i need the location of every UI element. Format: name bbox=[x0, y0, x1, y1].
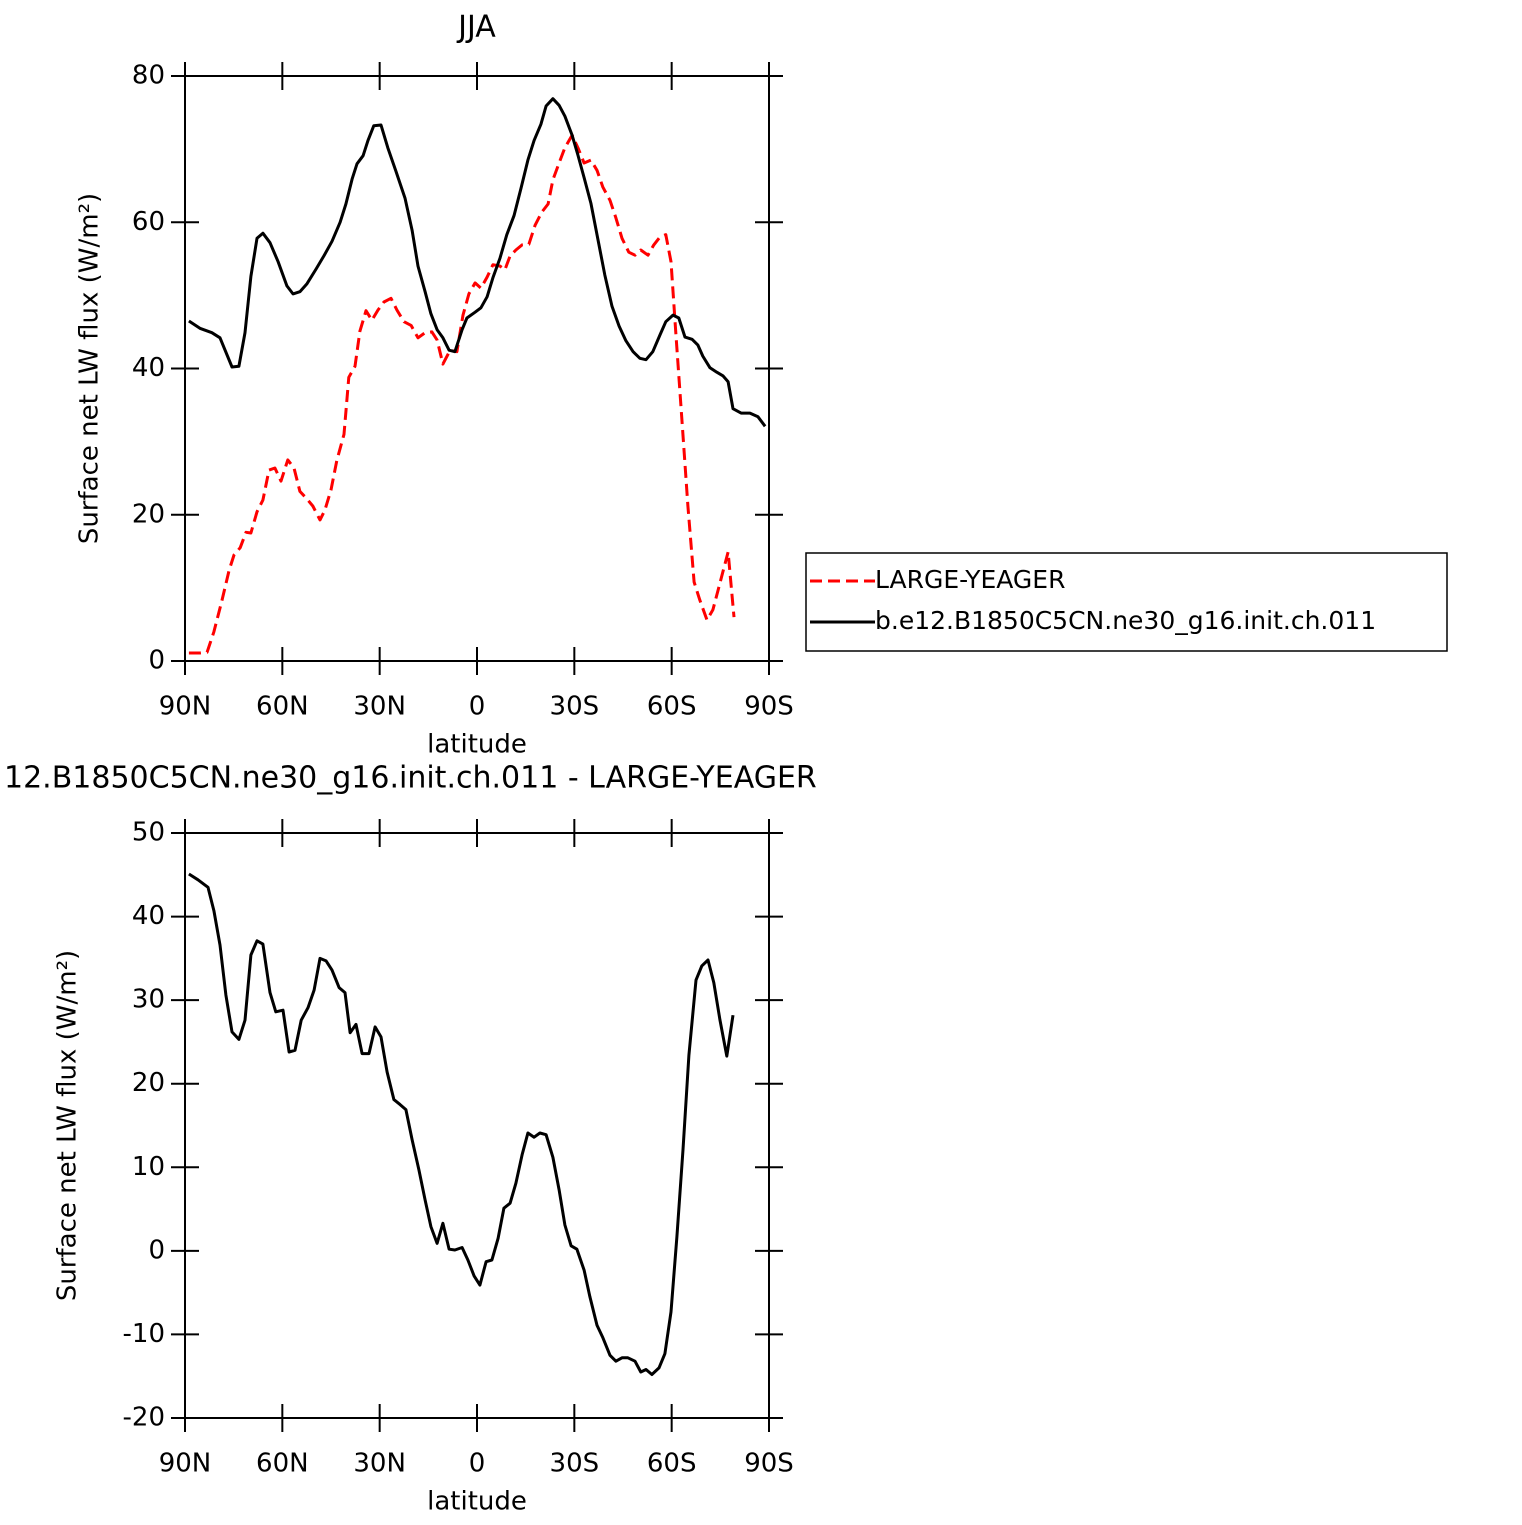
x-axis-label: latitude bbox=[427, 1487, 527, 1517]
x-tick-label: 90N bbox=[159, 692, 212, 722]
chart-title: 12.B1850C5CN.ne30_g16.init.ch.011 - LARG… bbox=[4, 761, 817, 796]
x-tick-label: 30S bbox=[550, 692, 600, 722]
plot-frame bbox=[184, 832, 770, 1419]
y-tick-label: 0 bbox=[148, 1235, 165, 1265]
chart-panel: JJA latitude Surface net LW flux (W/m²) 0 20… bbox=[75, 10, 1448, 760]
y-tick-label: 10 bbox=[132, 1152, 165, 1182]
chart-panel: 12.B1850C5CN.ne30_g16.init.ch.011 - LARG… bbox=[4, 761, 817, 1517]
y-tick-label: 40 bbox=[132, 353, 165, 383]
legend-label: b.e12.B1850C5CN.ne30_g16.init.ch.011 bbox=[875, 606, 1376, 635]
x-tick-label: 90S bbox=[744, 692, 794, 722]
plot-frame bbox=[184, 75, 770, 662]
y-tick-label: 40 bbox=[132, 901, 165, 931]
x-tick-label: 30N bbox=[353, 692, 406, 722]
x-tick-label: 90S bbox=[744, 1449, 794, 1479]
y-tick-label: 60 bbox=[132, 207, 165, 237]
y-tick-label: 50 bbox=[132, 818, 165, 848]
y-axis-label: Surface net LW flux (W/m²) bbox=[75, 193, 105, 544]
x-tick-label: 60S bbox=[647, 692, 697, 722]
x-tick-label: 60N bbox=[256, 1449, 309, 1479]
data-line bbox=[188, 133, 736, 655]
y-tick-label: -20 bbox=[123, 1403, 165, 1433]
y-tick-label: 30 bbox=[132, 985, 165, 1015]
legend-box bbox=[805, 552, 1448, 652]
y-axis-label: Surface net LW flux (W/m²) bbox=[53, 950, 83, 1301]
chart-title: JJA bbox=[456, 10, 496, 45]
data-line bbox=[188, 872, 735, 1376]
x-tick-label: 30S bbox=[550, 1449, 600, 1479]
y-tick-label: 80 bbox=[132, 61, 165, 91]
y-tick-label: 20 bbox=[132, 1068, 165, 1098]
data-line bbox=[188, 97, 767, 428]
y-tick-label: -10 bbox=[123, 1319, 165, 1349]
x-tick-label: 0 bbox=[469, 1449, 486, 1479]
y-tick-label: 0 bbox=[148, 646, 165, 676]
x-tick-label: 60S bbox=[647, 1449, 697, 1479]
x-tick-label: 0 bbox=[469, 692, 486, 722]
x-tick-label: 30N bbox=[353, 1449, 406, 1479]
legend: LARGE-YEAGER b.e12.B1850C5CN.ne30_g16.ini… bbox=[805, 552, 1448, 652]
x-axis-label: latitude bbox=[427, 730, 527, 760]
y-tick-label: 20 bbox=[132, 499, 165, 529]
x-tick-label: 60N bbox=[256, 692, 309, 722]
x-tick-label: 90N bbox=[159, 1449, 212, 1479]
legend-label: LARGE-YEAGER bbox=[875, 565, 1065, 594]
